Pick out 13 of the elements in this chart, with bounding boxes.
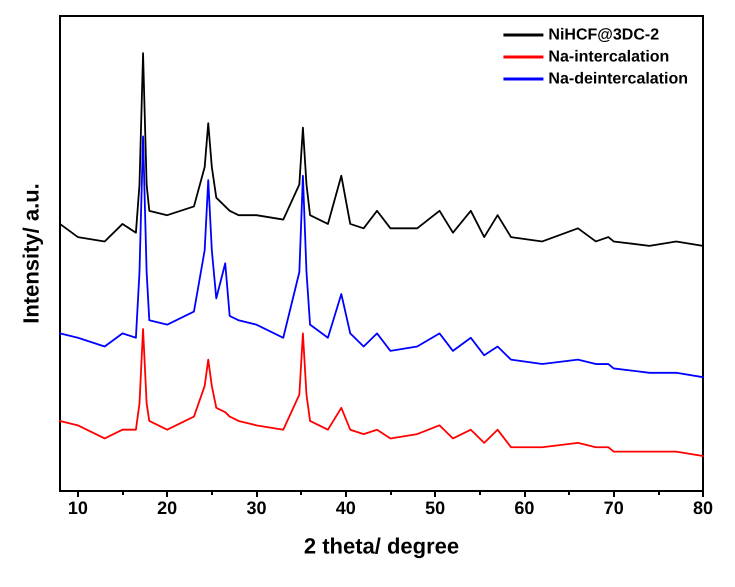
- x-tick-label: 10: [68, 498, 88, 518]
- legend-label: Na-intercalation: [548, 48, 670, 66]
- x-axis-title: 2 theta/ degree: [304, 534, 460, 558]
- legend-label: NiHCF@3DC-2: [548, 26, 660, 44]
- x-tick-label: 40: [336, 498, 356, 518]
- x-tick-label: 70: [604, 498, 624, 518]
- x-tick-label: 50: [425, 498, 446, 518]
- x-tick-label: 60: [514, 498, 534, 518]
- x-tick-label: 80: [692, 498, 714, 518]
- legend-label: Na-deintercalation: [548, 70, 688, 88]
- y-axis-title: Intensity/ a.u.: [18, 183, 44, 324]
- x-tick-label: 30: [246, 498, 266, 518]
- x-tick-label: 20: [157, 498, 178, 518]
